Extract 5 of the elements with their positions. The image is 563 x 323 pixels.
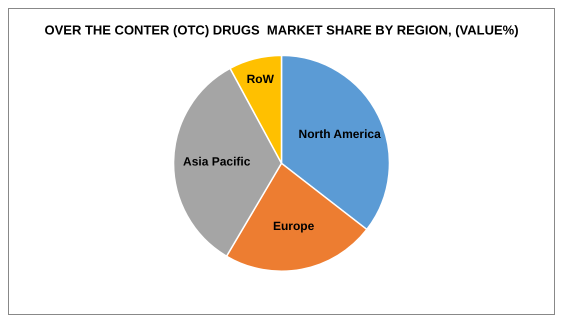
slice-label: RoW bbox=[246, 72, 275, 86]
slice-label: North America bbox=[298, 127, 382, 142]
slice-label: Asia Pacific bbox=[183, 154, 251, 168]
slice-label: Europe bbox=[272, 219, 315, 234]
chart-title: OVER THE CONTER (OTC) DRUGS MARKET SHARE BY REGION, (VALUE%) bbox=[44, 22, 519, 38]
